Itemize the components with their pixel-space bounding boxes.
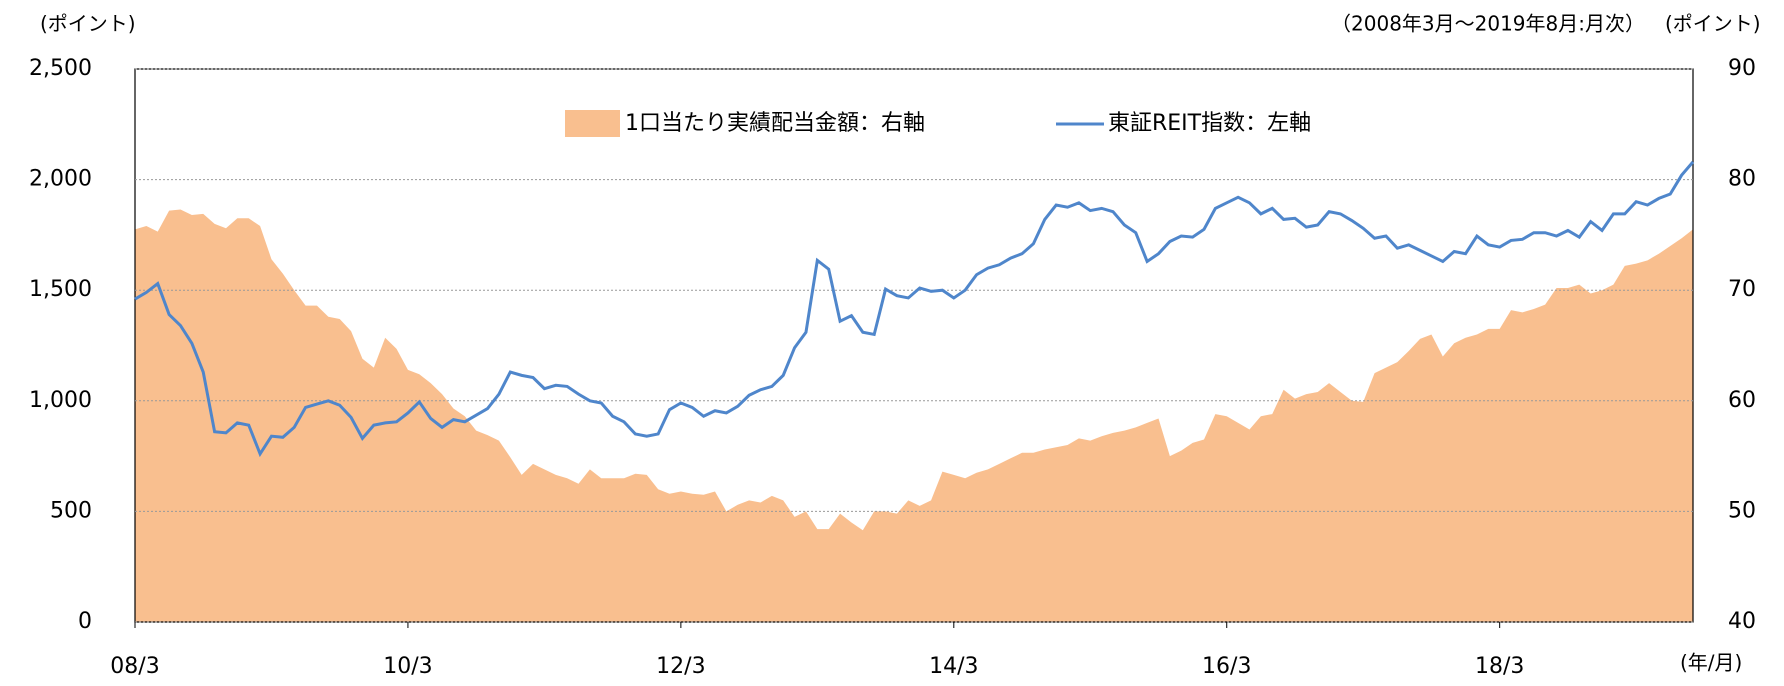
x-tick-label: 08/3 (110, 654, 159, 679)
x-axis-unit: (年/月) (1680, 651, 1742, 675)
y2-tick-label: 80 (1728, 167, 1756, 192)
period-note: （2008年3月～2019年8月:月次） (1331, 12, 1645, 36)
x-tick-label: 16/3 (1202, 654, 1251, 679)
y2-tick-label: 70 (1728, 277, 1756, 302)
y2-tick-label: 50 (1728, 498, 1756, 523)
plot-frame (134, 68, 1694, 623)
y-tick-label: 1,500 (29, 277, 92, 302)
plot-area (135, 209, 1693, 622)
left-axis-unit: (ポイント) (40, 12, 136, 36)
line (134, 160, 1695, 458)
y-tick-label: 500 (50, 498, 92, 523)
legend-label: 1口当たり実績配当金額：右軸 (625, 111, 925, 136)
x-tick-label: 12/3 (656, 654, 705, 679)
right-axis-unit: (ポイント) (1665, 12, 1761, 36)
y-tick-label: 0 (78, 609, 92, 634)
area (135, 209, 1693, 622)
x-tick-label: 18/3 (1475, 654, 1524, 679)
y-tick-label: 2,500 (29, 56, 92, 81)
legend-swatch-area (565, 110, 620, 137)
y2-tick-label: 60 (1728, 388, 1756, 413)
x-tick-label: 10/3 (383, 654, 432, 679)
y-tick-label: 2,000 (29, 167, 92, 192)
y2-tick-label: 90 (1728, 56, 1756, 81)
legend-label: 東証REIT指数：左軸 (1108, 111, 1311, 136)
x-tick-label: 14/3 (929, 654, 978, 679)
y-tick-label: 1,000 (29, 388, 92, 413)
y2-tick-label: 40 (1728, 609, 1756, 634)
